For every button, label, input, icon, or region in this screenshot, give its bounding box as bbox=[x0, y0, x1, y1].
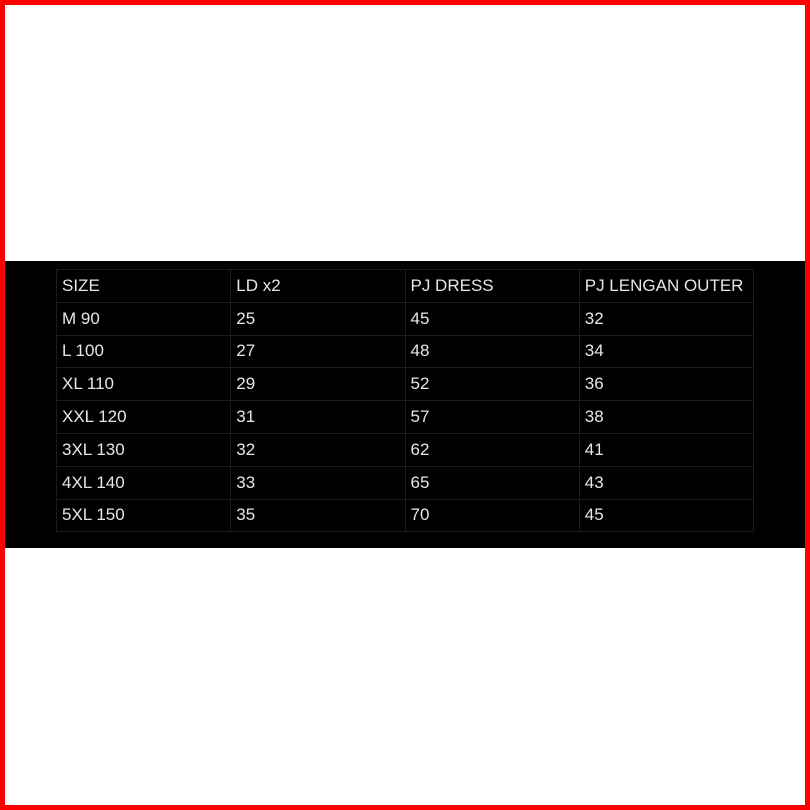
table-cell: M 90 bbox=[55, 301, 232, 336]
size-chart-table: SIZE LD x2 PJ DRESS PJ LENGAN OUTER M 90 25 45… bbox=[55, 269, 755, 533]
table-cell: 43 bbox=[578, 465, 755, 500]
table-row: 4XL 140 33 65 43 bbox=[55, 465, 755, 500]
table-cell: 70 bbox=[404, 498, 580, 533]
table-row: M 90 25 45 32 bbox=[55, 301, 755, 336]
table-cell: 3XL 130 bbox=[55, 432, 232, 467]
table-cell: XL 110 bbox=[55, 367, 232, 402]
table-cell: 62 bbox=[404, 432, 580, 467]
table-cell: 38 bbox=[578, 400, 755, 434]
table-cell: 29 bbox=[230, 367, 406, 402]
table-cell: L 100 bbox=[55, 334, 232, 369]
table-cell: 4XL 140 bbox=[55, 465, 232, 500]
column-header: SIZE bbox=[55, 269, 232, 303]
table-cell: 65 bbox=[404, 465, 580, 500]
table-cell: 33 bbox=[230, 465, 406, 500]
table-cell: 48 bbox=[404, 334, 580, 369]
column-header: PJ DRESS bbox=[404, 269, 580, 303]
table-cell: 32 bbox=[578, 301, 755, 336]
table-row: L 100 27 48 34 bbox=[55, 334, 755, 369]
table-cell: 36 bbox=[578, 367, 755, 402]
table-cell: 27 bbox=[230, 334, 406, 369]
table-row: 3XL 130 32 62 41 bbox=[55, 432, 755, 467]
table-cell: XXL 120 bbox=[55, 400, 232, 434]
table-row: XXL 120 31 57 38 bbox=[55, 400, 755, 434]
table-cell: 45 bbox=[578, 498, 755, 533]
table-cell: 35 bbox=[230, 498, 406, 533]
header-row: SIZE LD x2 PJ DRESS PJ LENGAN OUTER bbox=[55, 269, 755, 303]
table-cell: 32 bbox=[230, 432, 406, 467]
table-cell: 5XL 150 bbox=[55, 498, 232, 533]
table-cell: 57 bbox=[404, 400, 580, 434]
table-cell: 31 bbox=[230, 400, 406, 434]
table-row: 5XL 150 35 70 45 bbox=[55, 498, 755, 533]
table-cell: 45 bbox=[404, 301, 580, 336]
table-row: XL 110 29 52 36 bbox=[55, 367, 755, 402]
table-cell: 25 bbox=[230, 301, 406, 336]
column-header: LD x2 bbox=[230, 269, 406, 303]
column-header: PJ LENGAN OUTER bbox=[578, 269, 755, 303]
table-cell: 52 bbox=[404, 367, 580, 402]
table-cell: 41 bbox=[578, 432, 755, 467]
table-cell: 34 bbox=[578, 334, 755, 369]
